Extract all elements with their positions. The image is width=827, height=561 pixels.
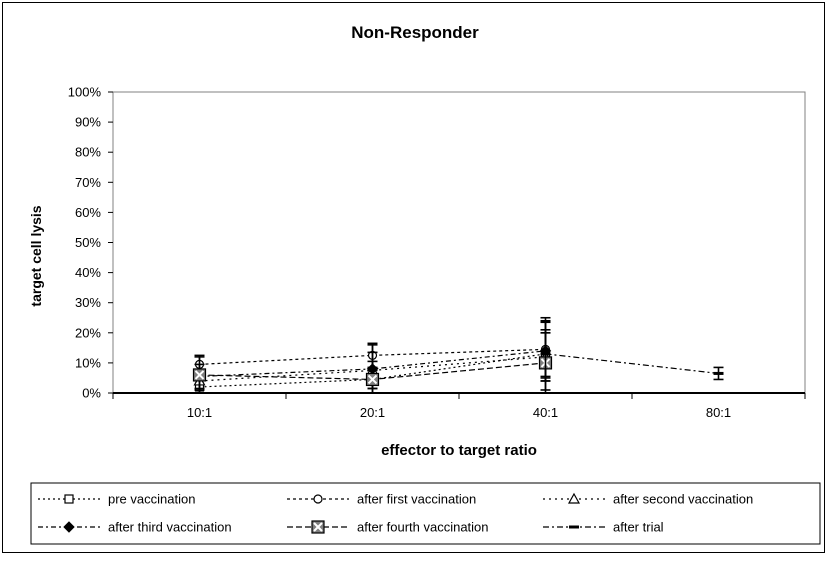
legend-label: after second vaccination (613, 492, 753, 507)
legend-label: after fourth vaccination (357, 520, 489, 535)
data-point (365, 372, 380, 387)
legend-marker (63, 521, 75, 533)
x-axis: 10:1 20:1 40:1 80:1 (112, 392, 806, 420)
marker-cross (313, 522, 323, 532)
x-axis-label: effector to target ratio (381, 442, 537, 459)
marker-cross (194, 370, 205, 380)
chart-title: Non-Responder (351, 23, 479, 42)
y-axis: 0% 10% 20% 30% 40% 50% 60% 70% 80% 90% 100% (68, 85, 113, 401)
y-tick-label: 30% (75, 295, 101, 310)
y-tick-label: 80% (75, 145, 101, 160)
series-line (199, 356, 546, 382)
legend-item: after second vaccination (543, 492, 753, 507)
series-6 (540, 316, 724, 391)
y-tick-label: 50% (75, 235, 101, 250)
y-axis-label: target cell lysis (28, 205, 44, 306)
legend-item: after first vaccination (287, 492, 476, 507)
series-layer (192, 316, 724, 394)
legend-box (30, 482, 821, 545)
legend-item: after third vaccination (38, 520, 232, 535)
x-tick-label: 80:1 (706, 405, 731, 420)
legend-marker (311, 520, 325, 534)
marker-cross (367, 374, 378, 385)
legend-item: after trial (543, 520, 664, 535)
x-tick-label: 40:1 (533, 405, 558, 420)
y-tick-label: 10% (75, 355, 101, 370)
legend-marker (64, 494, 74, 504)
legend: pre vaccination after first vaccination af… (38, 492, 753, 535)
legend-marker (313, 494, 323, 504)
y-tick-label: 0% (82, 386, 101, 401)
plot-area (112, 91, 806, 394)
legend-marker (567, 492, 581, 504)
legend-item: after fourth vaccination (287, 520, 489, 535)
legend-label: after third vaccination (108, 520, 232, 535)
legend-marker (569, 525, 579, 529)
y-tick-label: 90% (75, 115, 101, 130)
series-line (545, 353, 719, 375)
y-tick-label: 60% (75, 205, 101, 220)
data-point (540, 352, 551, 356)
y-tick-label: 70% (75, 175, 101, 190)
x-tick-label: 10:1 (187, 405, 212, 420)
legend-item: pre vaccination (38, 492, 195, 507)
legend-label: after trial (613, 520, 664, 535)
data-point (713, 371, 724, 375)
x-tick-label: 20:1 (360, 405, 385, 420)
y-tick-label: 20% (75, 325, 101, 340)
legend-label: pre vaccination (108, 492, 195, 507)
data-point (192, 368, 207, 382)
legend-label: after first vaccination (357, 492, 476, 507)
series-line (199, 348, 546, 366)
y-tick-label: 40% (75, 265, 101, 280)
y-tick-label: 100% (68, 85, 102, 100)
